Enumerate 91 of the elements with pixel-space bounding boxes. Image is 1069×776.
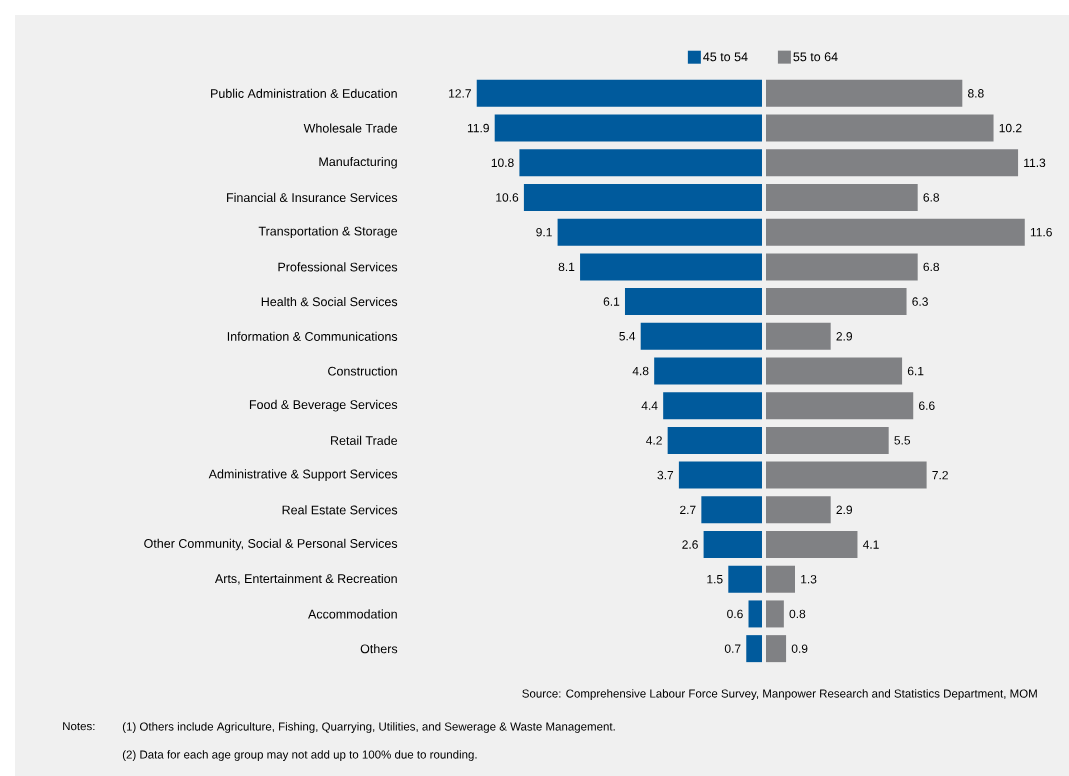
data-label: 0.8	[789, 609, 806, 619]
bar	[519, 149, 762, 177]
bar	[766, 392, 914, 420]
bar	[703, 531, 762, 559]
data-label: 2.9	[836, 505, 852, 515]
bar	[654, 357, 762, 385]
data-label: 8.1	[558, 262, 575, 272]
y-tick-label: Wholesale Trade	[303, 123, 398, 133]
legend-label: 55 to 64	[793, 52, 838, 62]
y-tick-label: Administrative & Support Services	[208, 469, 398, 481]
data-label: 6.1	[907, 366, 924, 376]
text: (1) Others include Agriculture, Fishing, Quarrying, Utilities, and Sewerage & Waste Management.	[122, 722, 615, 733]
data-label: 3.7	[657, 470, 674, 480]
data-label: 1.3	[801, 574, 817, 584]
data-label: 4.4	[641, 401, 658, 410]
data-label: 5.4	[619, 332, 636, 341]
bar	[678, 461, 762, 489]
data-label: 2.6	[682, 540, 698, 549]
bar	[557, 218, 762, 246]
bar	[640, 322, 762, 350]
y-tick-label: Other Community, Social & Personal Services	[144, 538, 398, 551]
legend-label: 45 to 54	[703, 52, 748, 62]
data-label: 8.8	[968, 89, 984, 98]
data-label: 2.7	[680, 505, 696, 515]
data-label: 4.1	[862, 540, 879, 549]
data-label: 6.3	[912, 297, 928, 306]
bar	[580, 253, 762, 281]
bar	[728, 565, 762, 593]
bar	[476, 79, 762, 107]
data-label: 7.2	[932, 470, 948, 480]
data-label: 5.5	[894, 436, 911, 445]
bar	[766, 531, 858, 559]
data-label: 10.8	[491, 158, 514, 167]
bar	[766, 253, 918, 281]
bar	[766, 322, 831, 350]
bar	[766, 218, 1025, 246]
bar	[494, 114, 762, 142]
bar	[766, 183, 918, 211]
data-label: 12.7	[449, 89, 471, 98]
y-tick-label: Arts, Entertainment & Recreation	[214, 573, 397, 585]
y-tick-label: Food & Beverage Services	[249, 399, 398, 412]
bar	[766, 357, 903, 385]
y-tick-label: Information & Communications	[227, 331, 398, 341]
bar	[766, 600, 784, 628]
data-label: 9.1	[536, 227, 552, 237]
bar	[766, 79, 963, 107]
data-label: 10.2	[999, 123, 1022, 133]
source-note: Source: Comprehensive Labour Force Survey, Manpower Research and Statistics Department, MOM	[522, 689, 1037, 700]
bar	[766, 635, 787, 663]
data-label: 0.7	[724, 644, 741, 653]
bar	[766, 288, 907, 316]
bar	[523, 183, 762, 211]
data-label: 6.8	[923, 262, 940, 272]
data-label: 11.3	[1024, 158, 1046, 167]
y-tick-label: Financial & Insurance Services	[227, 192, 398, 203]
bar	[701, 496, 762, 524]
y-tick-label: Others	[360, 644, 398, 654]
bar	[766, 496, 831, 524]
y-tick-label: Transportation & Storage	[258, 226, 398, 238]
y-tick-label: Manufacturing	[319, 156, 397, 169]
bar	[667, 426, 762, 454]
data-label: 4.8	[632, 366, 649, 376]
y-tick-label: Real Estate Services	[282, 505, 398, 515]
y-tick-label: Public Administration & Education	[211, 88, 397, 98]
bar	[766, 149, 1019, 177]
bar	[624, 288, 762, 316]
text: Notes:	[63, 722, 95, 731]
data-label: 6.6	[919, 401, 935, 410]
y-tick-label: Accommodation	[308, 609, 397, 619]
bar	[766, 565, 795, 593]
y-tick-label: Construction	[328, 366, 397, 376]
bar	[766, 114, 994, 142]
y-tick-label: Health & Social Services	[261, 296, 398, 307]
bar	[748, 600, 762, 628]
y-tick-label: Retail Trade	[331, 435, 398, 445]
data-label: 11.6	[1030, 227, 1052, 237]
bar	[746, 635, 762, 663]
data-label: 2.9	[836, 332, 852, 341]
data-label: 10.6	[496, 193, 519, 202]
data-label: 0.6	[727, 609, 743, 619]
y-tick-label: Professional Services	[278, 262, 398, 272]
data-label: 1.5	[707, 575, 723, 584]
data-label: 6.8	[923, 193, 940, 202]
data-label: 6.1	[603, 297, 620, 306]
text: (2) Data for each age group may not add up to 100% due to rounding.	[122, 750, 477, 761]
data-label: 11.9	[467, 123, 489, 133]
bar	[766, 426, 889, 454]
bar	[663, 392, 762, 420]
data-label: 0.9	[791, 644, 808, 653]
data-label: 4.2	[646, 436, 662, 445]
bar	[766, 461, 927, 489]
